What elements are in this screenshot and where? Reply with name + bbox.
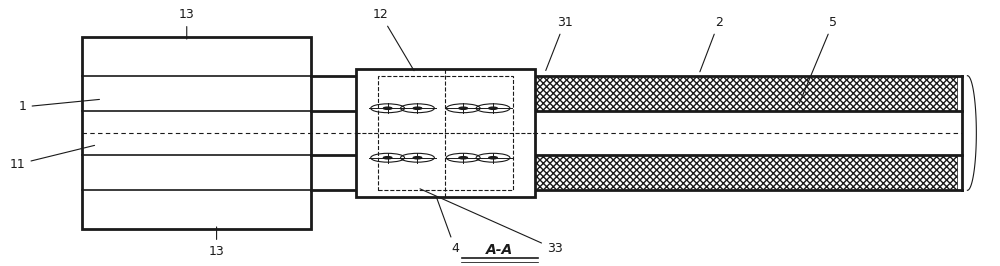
Text: 13: 13 [209,227,224,258]
Circle shape [459,157,467,159]
Circle shape [413,107,422,109]
Text: A-A: A-A [486,243,514,257]
Text: 2: 2 [700,16,723,72]
Circle shape [489,107,497,109]
Circle shape [413,157,422,159]
Bar [82,37,311,229]
Bar [535,76,957,111]
Circle shape [489,157,497,159]
Text: 12: 12 [373,8,414,71]
Text: 4: 4 [436,197,459,255]
Bar [378,76,513,190]
Text: 5: 5 [799,16,837,103]
Circle shape [383,107,392,109]
Bar [535,155,957,190]
Text: 31: 31 [546,16,573,70]
Text: 33: 33 [420,189,563,255]
Circle shape [383,157,392,159]
Text: 13: 13 [179,8,195,39]
Text: 11: 11 [10,146,95,171]
Circle shape [459,107,467,109]
Text: 1: 1 [19,99,99,114]
Bar [356,69,535,197]
